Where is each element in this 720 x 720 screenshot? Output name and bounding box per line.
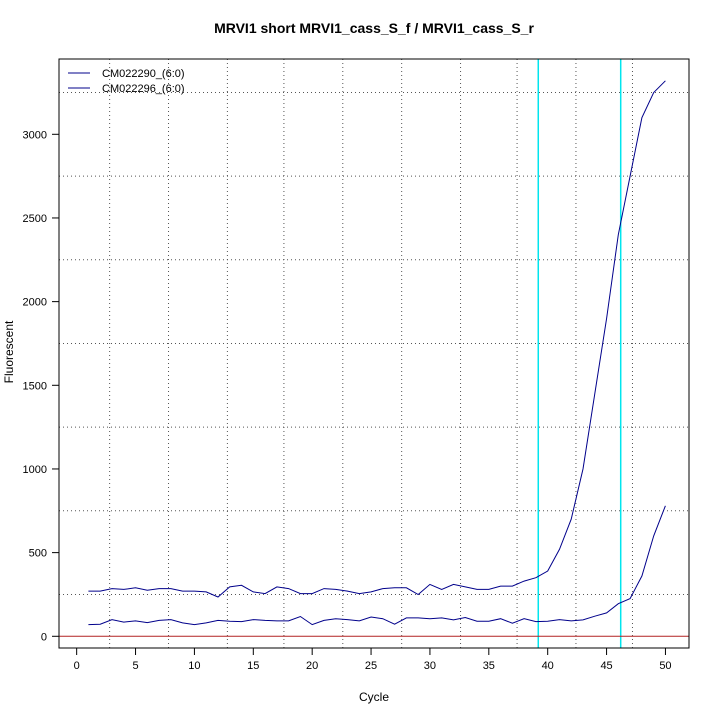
x-tick-label: 30	[424, 660, 436, 672]
x-tick-label: 0	[74, 660, 80, 672]
legend-label: CM022290_(6:0)	[102, 68, 185, 80]
grid	[59, 59, 689, 648]
y-tick-label: 2500	[23, 213, 47, 225]
series-lines	[88, 80, 666, 626]
x-tick-label: 40	[542, 660, 554, 672]
x-axis-label: Cycle	[359, 690, 389, 704]
x-tick-label: 20	[306, 660, 318, 672]
series-line-1	[88, 80, 666, 598]
x-tick-label: 15	[247, 660, 259, 672]
x-tick-label: 25	[365, 660, 377, 672]
y-axis-label: Fluorescent	[2, 320, 16, 383]
x-tick-label: 10	[188, 660, 200, 672]
legend: CM022290_(6:0) CM022296_(6:0)	[68, 68, 185, 95]
x-axis: 0 5 10 15 20 25 30 35 40 45 50	[74, 648, 672, 672]
y-tick-label: 500	[29, 548, 47, 560]
y-tick-label: 0	[41, 631, 47, 643]
series-line-2	[88, 505, 666, 626]
y-axis: 0 500 1000 1500 2000 2500 3000	[23, 129, 59, 643]
legend-label: CM022296_(6:0)	[102, 83, 185, 95]
threshold-lines	[537, 59, 622, 648]
plot-frame	[58, 58, 690, 649]
x-tick-label: 50	[659, 660, 671, 672]
x-tick-label: 5	[132, 660, 138, 672]
y-tick-label: 1000	[23, 464, 47, 476]
y-tick-label: 3000	[23, 129, 47, 141]
x-tick-label: 35	[483, 660, 495, 672]
chart-title: MRVI1 short MRVI1_cass_S_f / MRVI1_cass_…	[214, 20, 534, 36]
y-tick-label: 1500	[23, 380, 47, 392]
y-tick-label: 2000	[23, 297, 47, 309]
x-tick-label: 45	[600, 660, 612, 672]
